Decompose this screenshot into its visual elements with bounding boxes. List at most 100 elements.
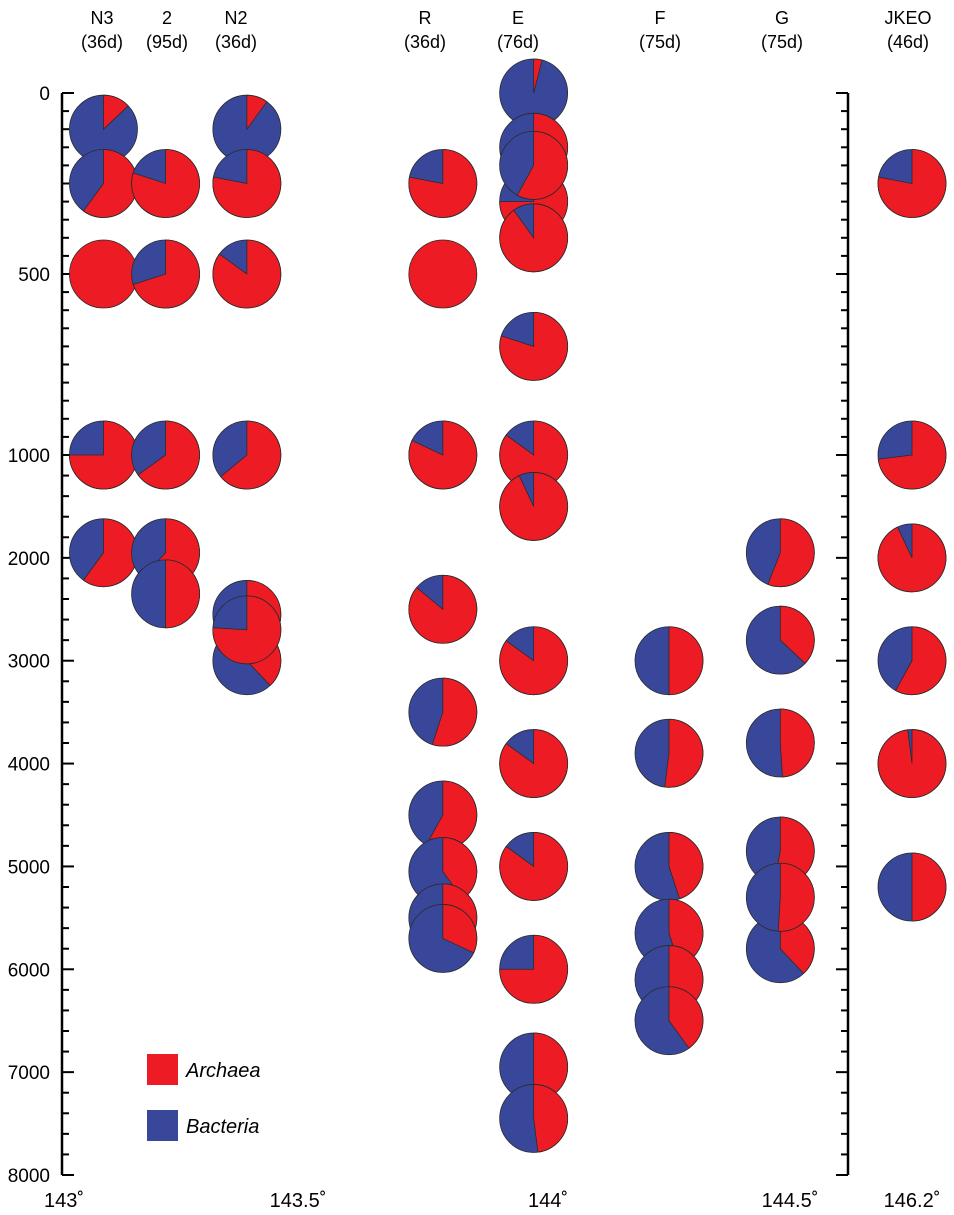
station-days-2: (95d) — [146, 32, 188, 52]
pie-slice-archaea — [442, 904, 478, 954]
station-name-E: E — [512, 8, 524, 28]
pie-slice-archaea — [408, 574, 478, 644]
pie-JKEO-5200 — [877, 852, 947, 922]
pie-JKEO-4000 — [877, 729, 947, 798]
pie-2-500 — [131, 239, 201, 309]
pie-slice-archaea — [69, 420, 138, 490]
pie-2-1000 — [131, 420, 201, 490]
pie-N2-250 — [212, 149, 282, 218]
pie-slice-archaea — [499, 203, 569, 273]
pie-R-250 — [408, 149, 478, 218]
pie-slice-archaea — [767, 518, 815, 588]
station-days-R: (36d) — [404, 32, 446, 52]
station-days-N3: (36d) — [81, 32, 123, 52]
station-days-G: (75d) — [761, 32, 803, 52]
pie-slice-archaea — [877, 729, 947, 798]
x-tick-labels: 143˚ 143.5˚ 144˚ 144.5˚ 146.2˚ — [44, 1190, 940, 1212]
pie-slice-archaea — [664, 718, 704, 788]
pie-N3-500 — [69, 239, 138, 309]
pie-slice-archaea — [533, 1084, 568, 1153]
y-minor-ticks — [62, 110, 848, 1156]
pie-G-3800 — [745, 708, 815, 778]
x-tick-label: 143˚ — [44, 1190, 84, 1212]
pie-slice-archaea — [431, 677, 478, 747]
pie-slice-archaea — [165, 559, 200, 629]
x-tick-label: 146.2˚ — [884, 1190, 941, 1212]
y-tick-label: 5000 — [8, 857, 50, 878]
station-name-2: 2 — [162, 8, 172, 28]
pie-N2-100 — [212, 94, 282, 164]
pie-slice-archaea — [668, 986, 704, 1049]
pie-slice-archaea — [499, 934, 569, 1004]
legend-swatch-archaea — [147, 1054, 178, 1085]
pie-slice-archaea — [408, 420, 478, 490]
station-days-F: (75d) — [639, 32, 681, 52]
y-tick-label: 1000 — [8, 446, 50, 467]
station-name-N2: N2 — [224, 8, 247, 28]
pie-E-1000 — [499, 420, 569, 490]
pie-slice-archaea — [777, 862, 815, 932]
y-tick-label: 4000 — [8, 755, 50, 776]
pie-slice-archaea — [499, 626, 569, 696]
pie-slice-archaea — [668, 626, 704, 696]
station-name-R: R — [419, 8, 432, 28]
x-tick-label: 144.5˚ — [762, 1190, 819, 1212]
pie-E-7450 — [499, 1084, 569, 1153]
pie-E-5000 — [499, 832, 569, 901]
pie-JKEO-2000 — [877, 523, 947, 593]
pie-R-1000 — [408, 420, 478, 490]
pie-slice-archaea — [668, 832, 704, 900]
pie-slice-archaea — [212, 149, 282, 218]
pie-E-400 — [499, 203, 569, 273]
station-labels: N3 (36d) 2 (95d) N2 (36d) R (36d) E (76d) F (75d) G (… — [81, 8, 932, 52]
pie-slice-archaea — [103, 94, 129, 131]
pie-N2-2700 — [212, 595, 282, 665]
station-days-N2: (36d) — [215, 32, 257, 52]
pie-slice-archaea — [895, 626, 947, 696]
pie-E-200 — [499, 130, 569, 200]
y-tick-label: 6000 — [8, 960, 50, 981]
pie-slice-archaea — [911, 852, 947, 922]
pie-E-700 — [499, 311, 569, 381]
pie-slice-archaea — [779, 708, 815, 778]
y-tick-label: 2000 — [8, 549, 50, 570]
pie-slice-archaea — [516, 130, 569, 200]
pie-N2-500 — [212, 239, 282, 309]
station-name-G: G — [775, 8, 789, 28]
pie-R-3500 — [408, 677, 478, 747]
pie-slice-archaea — [220, 420, 282, 490]
y-tick-label: 7000 — [8, 1063, 50, 1084]
pie-slice-archaea — [877, 149, 947, 218]
pie-2-250 — [131, 149, 201, 218]
station-name-F: F — [655, 8, 666, 28]
pie-slice-archaea — [408, 239, 478, 309]
y-tick-labels: 0 500 1000 2000 3000 4000 5000 6000 7000 8000 — [8, 84, 50, 1187]
pie-slice-archaea — [131, 149, 200, 218]
y-tick-label: 0 — [39, 84, 50, 105]
pie-F-5000 — [634, 832, 704, 901]
pie-N3-1950 — [69, 518, 138, 588]
pie-N3-250 — [69, 149, 138, 218]
y-tick-label: 500 — [18, 265, 50, 286]
pie-JKEO-3000 — [877, 626, 947, 696]
pie-F-6500 — [634, 986, 704, 1056]
pie-E-3000 — [499, 626, 569, 696]
pie-slice-archaea — [499, 832, 569, 901]
pie-G-1950 — [745, 518, 815, 588]
station-days-JKEO: (46d) — [887, 32, 929, 52]
pie-slice-archaea — [499, 472, 569, 541]
pie-R-2500 — [408, 574, 478, 644]
pie-slice-archaea — [137, 420, 200, 490]
pie-slice-archaea — [69, 239, 138, 309]
station-days-E: (76d) — [497, 32, 539, 52]
pie-slice-archaea — [877, 420, 947, 490]
pie-N3-100 — [69, 94, 138, 164]
pie-markers — [69, 58, 947, 1153]
pie-E-4000 — [499, 729, 569, 798]
legend: Archaea Bacteria — [147, 1054, 261, 1141]
x-tick-label: 144˚ — [528, 1190, 568, 1212]
pie-slice-archaea — [212, 239, 282, 309]
pie-slice-archaea — [499, 311, 569, 381]
pie-G-2800 — [745, 605, 815, 675]
